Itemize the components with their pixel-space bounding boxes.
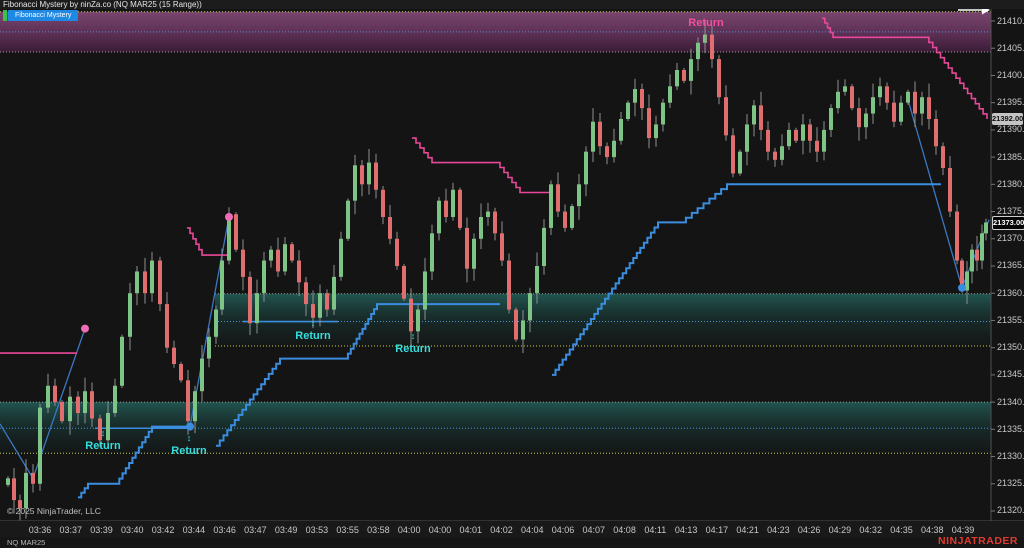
swing-dots bbox=[81, 212, 966, 431]
time-axis-label: 04:21 bbox=[736, 525, 759, 535]
time-axis-label: 04:01 bbox=[459, 525, 482, 535]
ninjatrader-logo: NINJATRADER bbox=[938, 535, 1018, 547]
time-axis-label: 03:49 bbox=[274, 525, 298, 535]
time-axis-label: 04:32 bbox=[859, 525, 882, 535]
time-axis-label: 04:13 bbox=[674, 525, 698, 535]
time-axis-label: 03:36 bbox=[28, 525, 52, 535]
time-axis-label: 03:47 bbox=[244, 525, 267, 535]
price-axis-label: 21320.00 bbox=[997, 505, 1024, 516]
return-signal-label: Return bbox=[395, 343, 431, 355]
price-axis-label: 21410.00 bbox=[997, 15, 1024, 26]
return-arrow-icon: ↕ bbox=[310, 318, 316, 328]
return-signal-label: Return bbox=[171, 445, 207, 457]
fibonacci-return-zone bbox=[215, 293, 991, 347]
bottom-tab-strip: NQ MAR25 bbox=[0, 537, 1024, 548]
return-arrow-icon: ↕ bbox=[100, 428, 106, 438]
time-axis-label: 04:29 bbox=[828, 525, 852, 535]
price-axis-label: 21345.00 bbox=[997, 369, 1024, 380]
copyright-text: © 2025 NinjaTrader, LLC bbox=[7, 506, 101, 516]
time-axis-label: 03:44 bbox=[182, 525, 206, 535]
time-axis-label: 03:55 bbox=[336, 525, 359, 535]
price-axis-label: 21370.00 bbox=[997, 233, 1024, 244]
price-axis-label: 21365.00 bbox=[997, 260, 1024, 271]
window-titlebar[interactable]: Fibonacci Mystery by ninZa.co (NQ MAR25 … bbox=[0, 0, 1024, 9]
blue-swing-dot bbox=[186, 422, 194, 431]
time-axis-label: 03:58 bbox=[367, 525, 390, 535]
price-axis-label: 21375.00 bbox=[997, 206, 1024, 217]
time-axis-label: 04:00 bbox=[397, 525, 421, 535]
return-arrow-icon: ↕ bbox=[703, 33, 709, 43]
price-axis-label: 21380.00 bbox=[997, 178, 1024, 189]
time-axis[interactable]: 03:36 03:37 03:39 03:40 03:42 03:44 03:46 03:47… bbox=[0, 521, 991, 537]
instrument-tab[interactable]: NQ MAR25 bbox=[7, 538, 46, 547]
price-axis-label: 21405.00 bbox=[997, 42, 1024, 53]
blue-swing-dot bbox=[958, 283, 966, 292]
time-axis-label: 04:17 bbox=[705, 525, 729, 535]
price-axis-label: 21400.00 bbox=[997, 69, 1024, 80]
time-axis-label: 04:38 bbox=[920, 525, 944, 535]
time-axis-label: 03:37 bbox=[59, 525, 83, 535]
pink-trailing-line bbox=[0, 17, 988, 354]
pink-swing-dot bbox=[81, 324, 89, 333]
price-axis-label: 21325.00 bbox=[997, 478, 1024, 489]
time-axis-label: 04:04 bbox=[521, 525, 544, 535]
indicator-color-strip bbox=[3, 10, 7, 21]
pink-swing-dot bbox=[225, 212, 233, 221]
time-axis-label: 04:06 bbox=[551, 525, 575, 535]
time-axis-label: 04:08 bbox=[613, 525, 636, 535]
time-axis-label: 04:02 bbox=[490, 525, 513, 535]
time-axis-label: 04:07 bbox=[582, 525, 606, 535]
price-axis-label: 21360.00 bbox=[997, 287, 1024, 298]
blue-trailing-line bbox=[78, 183, 941, 499]
time-axis-label: 03:46 bbox=[213, 525, 236, 535]
time-axis-label: 04:26 bbox=[797, 525, 821, 535]
time-axis-label: 04:35 bbox=[890, 525, 913, 535]
fibonacci-mystery-button[interactable]: Fibonacci Mystery bbox=[8, 10, 79, 21]
axis-corner bbox=[991, 521, 1024, 537]
price-axis-label: 21350.00 bbox=[997, 342, 1024, 353]
price-axis-label: 21355.00 bbox=[997, 314, 1024, 325]
time-axis-label: 04:23 bbox=[767, 525, 790, 535]
price-axis-label: 21335.00 bbox=[997, 423, 1024, 434]
time-axis-label: 03:53 bbox=[305, 525, 329, 535]
time-axis-label: 04:11 bbox=[644, 525, 667, 535]
time-axis-label: 04:00 bbox=[428, 525, 452, 535]
return-signal-label: Return bbox=[85, 440, 121, 452]
return-signal-label: Return bbox=[295, 330, 331, 342]
price-axis-label: 21330.00 bbox=[997, 451, 1024, 462]
price-axis-label: 21395.00 bbox=[997, 97, 1024, 108]
time-axis-label: 03:40 bbox=[121, 525, 144, 535]
fibonacci-top-band bbox=[0, 11, 991, 53]
price-axis-label: 21340.00 bbox=[997, 396, 1024, 407]
price-axis-label: 21385.00 bbox=[997, 151, 1024, 162]
candlesticks bbox=[6, 21, 988, 521]
pink-line-price-tag: 21392.00 bbox=[992, 112, 1024, 125]
time-axis-label: 04:39 bbox=[951, 525, 975, 535]
last-price-tag: 21373.00 bbox=[992, 216, 1024, 231]
return-signal-label: Return bbox=[688, 17, 724, 29]
time-axis-label: 03:39 bbox=[90, 525, 113, 535]
window-title: Fibonacci Mystery by ninZa.co (NQ MAR25 … bbox=[3, 0, 202, 9]
time-axis-label: 03:42 bbox=[151, 525, 175, 535]
price-axis[interactable]: 21410.00 21405.00 21400.00 21395.00 21390.00… bbox=[992, 9, 1024, 521]
price-axis-label: 21390.00 bbox=[997, 124, 1024, 135]
return-arrow-icon: ↕ bbox=[186, 433, 192, 443]
return-arrow-icon: ↕ bbox=[410, 331, 416, 341]
